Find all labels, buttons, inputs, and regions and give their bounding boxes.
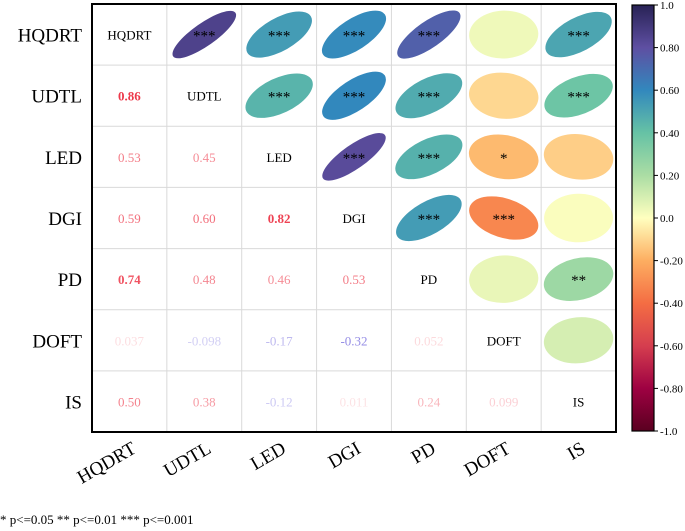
colorbar-tick-label: -0.60 xyxy=(660,341,683,353)
correlation-ellipse xyxy=(395,134,463,180)
colorbar-tick-label: 0.0 xyxy=(660,213,674,225)
correlation-value: 0.60 xyxy=(193,211,216,226)
row-label: IS xyxy=(65,392,82,413)
significance-stars: *** xyxy=(343,29,366,45)
correlation-value: 0.82 xyxy=(268,211,291,226)
correlation-value: 0.46 xyxy=(268,272,291,287)
row-label: DGI xyxy=(48,209,82,230)
significance-stars: *** xyxy=(418,29,441,45)
correlation-ellipse xyxy=(545,11,612,58)
correlation-value: 0.037 xyxy=(115,333,145,348)
correlation-value: 0.45 xyxy=(193,150,216,165)
correlation-value: -0.098 xyxy=(187,333,221,348)
column-label: DGI xyxy=(325,438,365,473)
correlation-ellipse xyxy=(543,134,614,180)
correlation-ellipse xyxy=(172,10,237,59)
column-labels: HQDRT UDTL LED DGI PD DOFT IS xyxy=(74,438,589,489)
significance-note: * p<=0.05 ** p<=0.01 *** p<=0.001 xyxy=(0,512,194,527)
significance-stars: *** xyxy=(418,151,441,167)
correlation-ellipse xyxy=(544,73,613,118)
diagonal-label: HQDRT xyxy=(107,28,151,43)
correlation-ellipse xyxy=(543,317,614,364)
colorbar-gradient xyxy=(631,4,655,432)
correlation-value: 0.86 xyxy=(118,89,141,104)
matrix-cells: HQDRT 0.86 UDTL 0.53 0.45 LED 0.59 0.60 0.82 DGI 0… xyxy=(107,10,614,409)
row-labels: HQDRT UDTL LED DGI PD DOFT IS xyxy=(18,26,83,414)
colorbar-tick-label: -0.20 xyxy=(660,256,683,268)
correlation-ellipse xyxy=(245,73,313,118)
correlation-ellipse xyxy=(469,196,539,240)
significance-stars: * xyxy=(500,151,508,167)
grid-lines xyxy=(92,4,616,432)
correlation-value: 0.59 xyxy=(118,211,141,226)
significance-stars: *** xyxy=(567,90,590,106)
colorbar-tick-label: 1.0 xyxy=(660,0,674,12)
correlation-value: -0.32 xyxy=(340,333,367,348)
row-label: LED xyxy=(45,148,82,169)
correlation-ellipse xyxy=(246,11,312,58)
significance-stars: ** xyxy=(571,273,586,289)
colorbar-tick-label: 0.40 xyxy=(660,128,680,140)
column-label: HQDRT xyxy=(74,438,141,489)
diagonal-label: LED xyxy=(267,150,292,165)
correlation-value: -0.17 xyxy=(266,333,294,348)
correlation-ellipse xyxy=(322,133,386,181)
significance-stars: *** xyxy=(567,29,590,45)
correlation-value: 0.48 xyxy=(193,272,216,287)
diagonal-label: DOFT xyxy=(487,333,521,348)
colorbar-tick-label: -1.0 xyxy=(660,426,678,438)
column-label: IS xyxy=(564,438,589,465)
correlation-value: 0.24 xyxy=(417,394,440,409)
significance-stars: *** xyxy=(418,212,441,228)
row-label: UDTL xyxy=(31,87,82,108)
matrix-frame xyxy=(91,3,617,433)
significance-stars: *** xyxy=(268,29,291,45)
colorbar-tick-label: -0.80 xyxy=(660,383,683,395)
correlation-value: 0.38 xyxy=(193,394,216,409)
correlation-value: 0.74 xyxy=(118,272,141,287)
correlation-value: -0.12 xyxy=(266,394,293,409)
column-label: DOFT xyxy=(461,438,515,481)
correlation-ellipse xyxy=(469,10,539,59)
correlation-ellipse xyxy=(544,193,614,243)
diagonal-label: PD xyxy=(421,272,438,287)
correlation-ellipse xyxy=(322,71,386,120)
row-label: HQDRT xyxy=(18,26,83,47)
colorbar-tick-label: 0.20 xyxy=(660,170,680,182)
colorbar-tick-label: -0.40 xyxy=(660,298,683,310)
row-label: DOFT xyxy=(32,331,82,352)
correlation-ellipse xyxy=(321,10,387,59)
significance-stars: *** xyxy=(418,90,441,106)
correlation-ellipse xyxy=(396,194,462,242)
significance-stars: *** xyxy=(492,212,515,228)
correlation-value: 0.099 xyxy=(489,394,518,409)
significance-stars: *** xyxy=(343,151,366,167)
diagonal-label: IS xyxy=(573,394,585,409)
colorbar-tick-label: 0.80 xyxy=(660,43,680,55)
correlation-value: 0.011 xyxy=(340,394,369,409)
column-label: UDTL xyxy=(160,438,214,482)
colorbar: 1.0 0.80 0.60 0.40 0.20 0.0 -0.20 -0.40 -0.60 -0.… xyxy=(631,0,683,438)
significance-stars: *** xyxy=(343,90,366,106)
correlation-value: 0.53 xyxy=(343,272,366,287)
correlation-value: 0.53 xyxy=(118,150,141,165)
significance-stars: *** xyxy=(193,29,216,45)
correlation-ellipse xyxy=(468,134,539,180)
correlation-ellipse xyxy=(395,73,463,119)
diagonal-label: UDTL xyxy=(187,89,222,104)
correlation-ellipse xyxy=(469,72,539,119)
correlation-value: 0.052 xyxy=(414,333,443,348)
diagonal-label: DGI xyxy=(342,211,365,226)
significance-stars: *** xyxy=(268,90,291,106)
correlation-ellipse xyxy=(469,255,539,303)
correlation-ellipse xyxy=(543,257,614,301)
row-label: PD xyxy=(58,270,82,291)
colorbar-tick-label: 0.60 xyxy=(660,85,680,97)
column-label: PD xyxy=(408,438,440,468)
column-label: LED xyxy=(247,438,289,475)
correlation-value: 0.50 xyxy=(118,394,141,409)
correlation-ellipse xyxy=(397,10,461,59)
